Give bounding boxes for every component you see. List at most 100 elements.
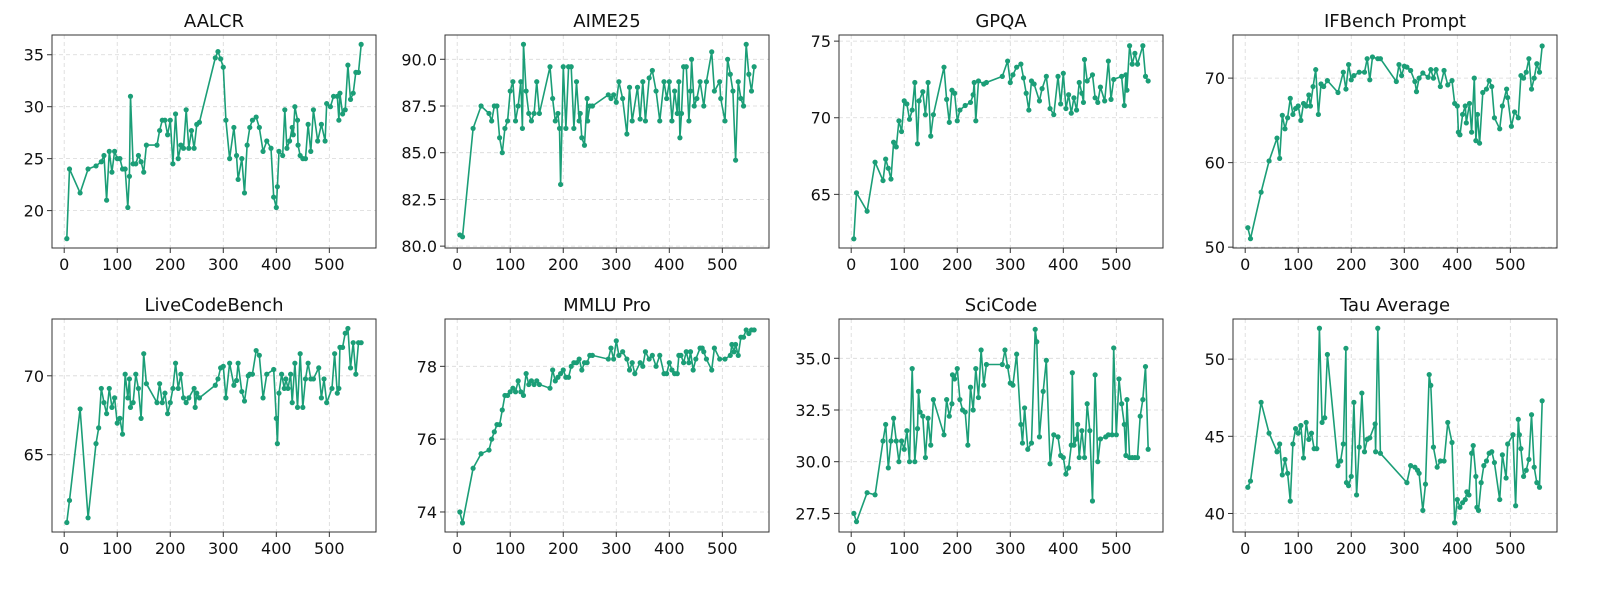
x-tick-label: 300 — [1389, 255, 1420, 274]
data-point — [324, 400, 330, 406]
data-point — [611, 92, 617, 98]
data-point — [294, 117, 301, 123]
data-point — [1036, 434, 1043, 440]
data-point — [746, 71, 752, 77]
data-point — [1452, 520, 1458, 526]
data-point — [504, 392, 511, 399]
data-point — [732, 157, 739, 163]
data-point — [302, 156, 309, 162]
data-point — [608, 345, 614, 351]
data-point — [1469, 450, 1475, 456]
data-point — [555, 110, 561, 117]
data-point — [1021, 405, 1028, 411]
data-point — [1437, 83, 1443, 90]
data-point — [247, 124, 253, 131]
data-point — [1399, 72, 1405, 79]
data-point — [629, 118, 635, 124]
data-point — [154, 400, 160, 406]
data-point — [218, 56, 224, 62]
data-point — [1539, 398, 1545, 404]
data-point — [1290, 111, 1296, 118]
data-point — [302, 376, 309, 382]
data-point — [96, 425, 102, 431]
data-point — [253, 347, 259, 354]
data-point — [1316, 325, 1323, 331]
data-point — [1031, 81, 1037, 87]
y-tick-label: 74 — [417, 503, 437, 522]
data-point — [106, 148, 112, 154]
y-tick-label: 70 — [24, 367, 44, 386]
axes-frame — [1232, 318, 1558, 533]
data-point — [170, 161, 176, 167]
x-tick-label: 300 — [601, 255, 632, 274]
data-point — [186, 145, 192, 151]
data-point — [101, 400, 107, 406]
data-point — [241, 190, 248, 196]
data-point — [127, 404, 134, 410]
x-tick-label: 400 — [261, 539, 292, 558]
data-point — [853, 519, 860, 525]
data-point — [1028, 440, 1035, 446]
subplot-tau-average: 0 100 200 300 400 500 40 45 50 Tau Average — [1205, 295, 1558, 558]
data-point — [743, 41, 749, 47]
data-point — [722, 356, 728, 362]
data-point — [114, 420, 120, 426]
x-tick-label: 0 — [59, 255, 69, 274]
data-point — [1142, 73, 1149, 79]
data-point — [77, 190, 83, 196]
data-point — [534, 378, 540, 384]
data-point — [1113, 432, 1119, 438]
data-point — [1124, 397, 1130, 403]
data-point — [1247, 236, 1254, 242]
data-point — [350, 90, 356, 96]
data-point — [563, 125, 569, 132]
data-point — [1503, 475, 1509, 481]
data-point — [1277, 441, 1283, 447]
x-tick-label: 400 — [1048, 539, 1079, 558]
data-point — [192, 404, 198, 410]
y-tick-label: 40 — [1205, 504, 1225, 523]
data-point — [1324, 78, 1330, 84]
data-point — [851, 510, 857, 516]
data-point — [1454, 496, 1460, 503]
data-point — [1092, 372, 1098, 378]
axes-frame — [838, 34, 1164, 249]
data-point — [687, 88, 694, 94]
data-point — [1372, 421, 1378, 427]
data-point — [1308, 430, 1315, 436]
data-point — [1287, 95, 1293, 101]
data-point — [285, 385, 291, 392]
data-point — [329, 385, 335, 392]
data-point — [162, 117, 168, 123]
data-point — [1505, 94, 1511, 101]
data-point — [1010, 382, 1016, 388]
data-point — [709, 367, 715, 373]
data-point — [515, 103, 521, 109]
data-point — [880, 438, 886, 444]
data-point — [1018, 421, 1024, 428]
data-point — [547, 385, 553, 391]
x-tick-label: 300 — [1389, 539, 1420, 558]
data-point — [260, 148, 266, 154]
data-point — [896, 118, 902, 124]
data-point — [470, 465, 476, 471]
y-tick-label: 45 — [1205, 427, 1225, 446]
data-point — [552, 118, 558, 124]
data-point — [1346, 483, 1352, 489]
data-point — [486, 110, 492, 117]
x-tick-label: 400 — [261, 255, 292, 274]
data-point — [288, 371, 294, 377]
y-tick-label: 30.0 — [795, 453, 831, 472]
data-point — [172, 360, 179, 366]
data-point — [888, 438, 894, 444]
data-point — [345, 62, 351, 68]
data-point — [694, 95, 700, 102]
data-point — [494, 103, 500, 109]
data-point — [1434, 464, 1440, 470]
data-point — [946, 413, 952, 419]
data-point — [1058, 101, 1064, 107]
data-point — [1361, 69, 1368, 75]
y-tick-label: 27.5 — [795, 504, 831, 523]
data-point — [1134, 454, 1141, 461]
data-point — [1060, 454, 1066, 461]
